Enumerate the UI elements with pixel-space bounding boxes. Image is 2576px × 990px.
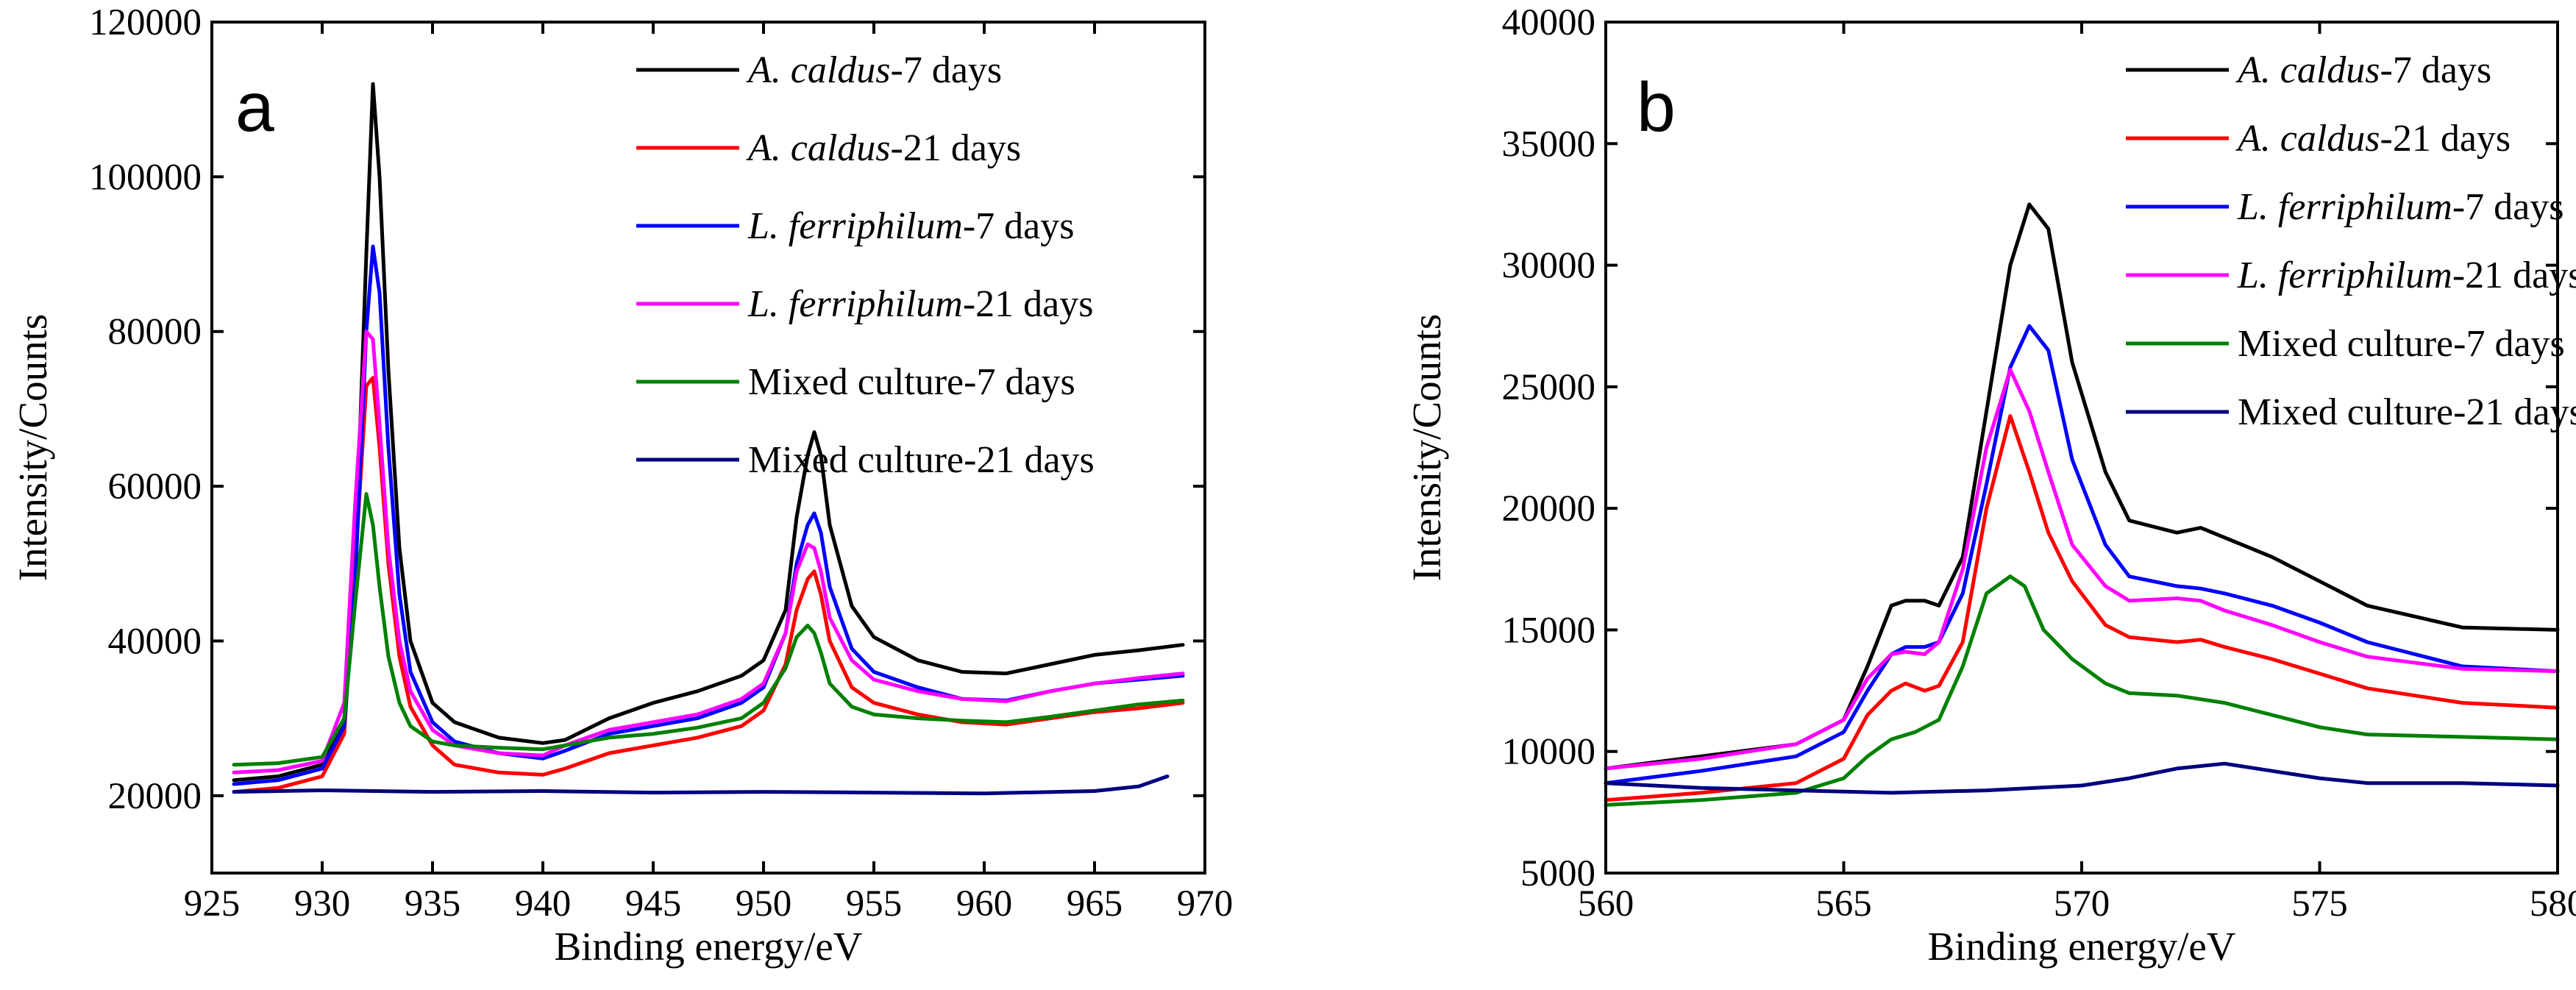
y-tick-label: 10000 [1502, 732, 1596, 773]
x-tick-label: 930 [294, 883, 351, 925]
x-tick-label: 960 [956, 883, 1013, 925]
legend-label-4: L. ferriphilum-21 days [2237, 254, 2576, 296]
x-tick-label: 935 [405, 883, 461, 925]
legend-species: A. caldus [746, 49, 891, 91]
legend-duration: -21 days [2452, 254, 2576, 296]
y-tick-label: 60000 [108, 466, 202, 508]
x-tick-label: 575 [2291, 883, 2348, 925]
legend-duration: -7 days [963, 205, 1075, 247]
chart-panel-b: 560 565 570 575 580 5000 10000 15000 20000 25000 3… [1404, 2, 2576, 969]
series-line-6 [232, 774, 1170, 796]
legend-species: L. ferriphilum [2237, 186, 2452, 228]
x-tick-label: 925 [184, 883, 241, 925]
x-tick-label: 970 [1177, 883, 1234, 925]
x-axis-label: Binding energy/eV [1927, 924, 2235, 969]
series-line-5 [232, 492, 1185, 767]
series-line-6 [1604, 761, 2560, 795]
x-tick-label: 965 [1067, 883, 1123, 925]
y-tick-label: 15000 [1502, 610, 1596, 651]
series-line-2 [1604, 414, 2560, 802]
series-line-2 [232, 376, 1185, 794]
x-axis-label: Binding energy/eV [554, 924, 862, 969]
x-tick-label: 950 [736, 883, 792, 925]
y-tick-label: 5000 [1520, 853, 1595, 894]
x-tick-label: 570 [2054, 883, 2110, 925]
legend-duration: -21 days [963, 283, 1094, 325]
legend-label-1: A. caldus-7 days [2235, 49, 2491, 91]
panel-letter: b [1637, 68, 1676, 146]
y-tick-label: 20000 [108, 776, 202, 817]
legend-label-4: L. ferriphilum-21 days [747, 283, 1093, 325]
x-tick-label: 955 [846, 883, 903, 925]
y-axis-label: Intensity/Counts [10, 314, 55, 582]
y-tick-label: 80000 [108, 312, 202, 353]
plot-frame [210, 21, 1206, 875]
y-tick-label: 25000 [1502, 367, 1596, 408]
legend-species: A. caldus [2235, 118, 2380, 160]
legend-species: A. caldus [746, 127, 891, 169]
legend-duration: -7 days [2452, 186, 2564, 228]
panel-letter: a [235, 68, 274, 146]
x-tick-label: 560 [1578, 883, 1634, 925]
series-line-5 [1604, 574, 2560, 807]
legend-duration: -7 days [2380, 49, 2492, 91]
x-tick-label: 940 [515, 883, 572, 925]
series-line-3 [232, 244, 1185, 786]
y-tick-label: 20000 [1502, 488, 1596, 530]
legend-species: L. ferriphilum [747, 283, 963, 325]
legend-label-2: A. caldus-21 days [746, 127, 1021, 169]
legend-label-6: Mixed culture-21 days [2238, 391, 2576, 433]
y-tick-label: 120000 [89, 2, 202, 43]
legend-duration: -21 days [2380, 118, 2511, 160]
series-line-4 [1604, 368, 2560, 771]
y-tick-label: 40000 [1502, 2, 1596, 43]
y-tick-label: 35000 [1502, 124, 1596, 165]
legend-species: L. ferriphilum [747, 205, 963, 247]
x-tick-label: 945 [625, 883, 682, 925]
series-line-1 [232, 82, 1185, 783]
legend-label-3: L. ferriphilum-7 days [2237, 186, 2563, 228]
y-tick-label: 30000 [1502, 246, 1596, 287]
y-tick-label: 40000 [108, 621, 202, 662]
series-line-4 [232, 330, 1185, 774]
chart-panel-a: 925 930 935 940 945 950 955 960 965 970 20000 40000… [10, 2, 1233, 969]
legend-label-5: Mixed culture-7 days [748, 361, 1075, 403]
legend-label-2: A. caldus-21 days [2235, 118, 2511, 160]
legend-species: A. caldus [2235, 49, 2380, 91]
legend-duration: -21 days [891, 127, 1022, 169]
y-axis-label: Intensity/Counts [1404, 314, 1449, 582]
x-tick-label: 565 [1815, 883, 1872, 925]
legend-label-1: A. caldus-7 days [746, 49, 1002, 91]
series-line-3 [1604, 324, 2560, 786]
legend-duration: -7 days [891, 49, 1003, 91]
x-tick-label: 580 [2530, 883, 2576, 925]
legend-label-3: L. ferriphilum-7 days [747, 205, 1074, 247]
y-tick-label: 100000 [89, 157, 202, 198]
legend-label-6: Mixed culture-21 days [748, 439, 1095, 481]
legend-label-5: Mixed culture-7 days [2238, 323, 2565, 365]
legend-species: L. ferriphilum [2237, 254, 2452, 296]
series-line-1 [1604, 202, 2560, 771]
